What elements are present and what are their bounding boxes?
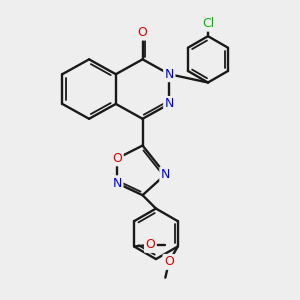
Text: N: N [161,168,170,181]
Text: N: N [165,98,174,110]
Text: N: N [112,177,122,190]
Text: O: O [164,255,174,268]
Text: O: O [146,238,155,251]
Text: O: O [112,152,122,165]
Text: N: N [165,68,174,81]
Text: Cl: Cl [202,17,214,30]
Text: O: O [138,26,148,39]
